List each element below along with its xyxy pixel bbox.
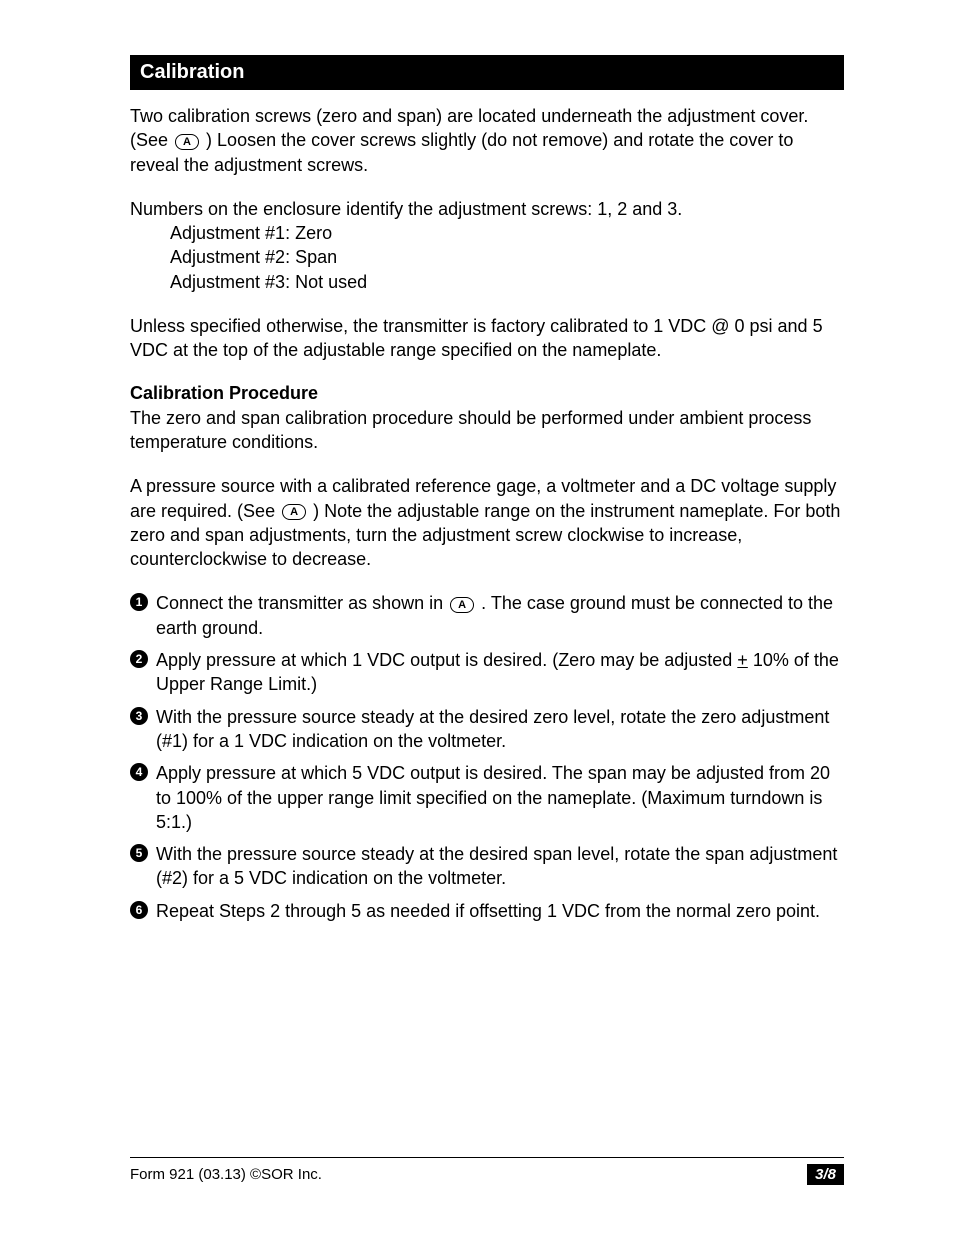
figure-ref-a-icon: A [450, 597, 474, 613]
footer-divider [130, 1157, 844, 1158]
text: With the pressure source steady at the d… [156, 842, 844, 891]
step-4: 4 Apply pressure at which 5 VDC output i… [130, 761, 844, 834]
paragraph-2: Numbers on the enclosure identify the ad… [130, 197, 844, 294]
document-page: Calibration Two calibration screws (zero… [0, 0, 954, 1235]
step-1: 1 Connect the transmitter as shown in A … [130, 591, 844, 640]
text: Repeat Steps 2 through 5 as needed if of… [156, 899, 844, 923]
step-3: 3 With the pressure source steady at the… [130, 705, 844, 754]
figure-ref-a-icon: A [175, 134, 199, 150]
page-footer: Form 921 (03.13) ©SOR Inc. 3/8 [130, 1157, 844, 1185]
step-2: 2 Apply pressure at which 1 VDC output i… [130, 648, 844, 697]
paragraph-1: Two calibration screws (zero and span) a… [130, 104, 844, 177]
footer-form-info: Form 921 (03.13) ©SOR Inc. [130, 1166, 322, 1183]
calibration-procedure-block: Calibration Procedure The zero and span … [130, 383, 844, 455]
step-5: 5 With the pressure source steady at the… [130, 842, 844, 891]
plus-minus-symbol: + [737, 650, 748, 670]
step-number-icon: 3 [130, 707, 148, 725]
procedure-steps-list: 1 Connect the transmitter as shown in A … [130, 591, 844, 923]
adjustment-line-3: Adjustment #3: Not used [170, 272, 367, 292]
text: ) Loosen the cover screws slightly (do n… [130, 130, 793, 174]
text: Apply pressure at which 1 VDC output is … [156, 650, 737, 670]
subheader-calibration-procedure: Calibration Procedure [130, 383, 844, 404]
text: With the pressure source steady at the d… [156, 705, 844, 754]
text: Numbers on the enclosure identify the ad… [130, 199, 682, 219]
section-heading: Calibration [130, 55, 844, 90]
page-number-badge: 3/8 [807, 1164, 844, 1185]
paragraph-5: A pressure source with a calibrated refe… [130, 474, 844, 571]
adjustment-line-2: Adjustment #2: Span [170, 247, 337, 267]
step-number-icon: 4 [130, 763, 148, 781]
text: Apply pressure at which 5 VDC output is … [156, 761, 844, 834]
step-6: 6 Repeat Steps 2 through 5 as needed if … [130, 899, 844, 923]
paragraph-3: Unless specified otherwise, the transmit… [130, 314, 844, 363]
step-number-icon: 1 [130, 593, 148, 611]
step-number-icon: 2 [130, 650, 148, 668]
paragraph-4: The zero and span calibration procedure … [130, 406, 844, 455]
step-number-icon: 6 [130, 901, 148, 919]
adjustment-line-1: Adjustment #1: Zero [170, 223, 332, 243]
text: Connect the transmitter as shown in [156, 593, 448, 613]
step-number-icon: 5 [130, 844, 148, 862]
figure-ref-a-icon: A [282, 504, 306, 520]
